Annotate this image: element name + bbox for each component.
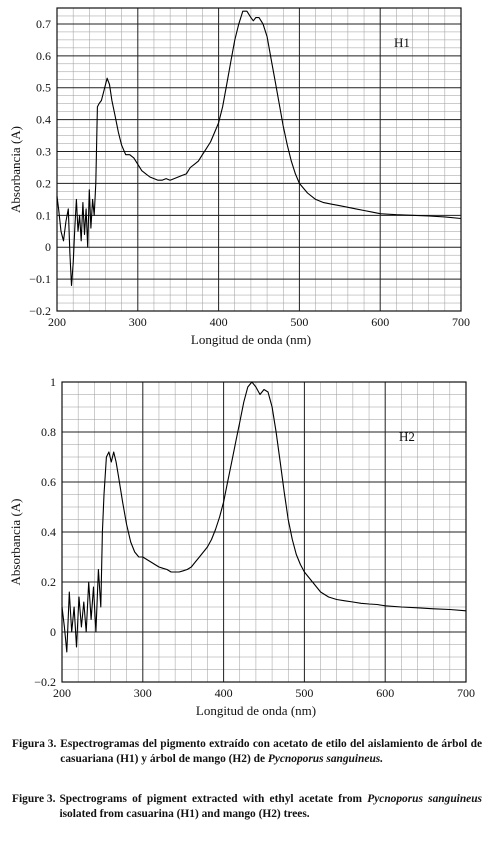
plot-frame [61,381,467,683]
x-tick-label: 200 [53,686,71,700]
y-tick-label: 0.4 [41,525,56,539]
y-tick-label: −0.1 [29,272,51,286]
grid-minor [56,7,462,312]
y-tick-label: 0.4 [36,113,51,127]
plot-frame [56,7,462,312]
chart-h1: 200 300 400 500 600 700 −0.2 −0.1 0 0.1 0.2 0.3 0.4 0… [8,7,470,347]
y-tick-label: 0.2 [36,176,51,190]
x-axis-label: Longitud de onda (nm) [196,703,316,718]
series-line [61,381,467,653]
y-tick-label: 0.6 [41,475,56,489]
y-tick-label: 0 [45,240,51,254]
x-tick-label: 700 [452,315,470,329]
caption-english-species: Pycnoporus sanguineus [367,793,482,805]
chart-h2: 200 300 400 500 600 700 −0.2 0 0.2 0.4 0.6 0.8 1 Long… [8,375,475,718]
caption-spanish-lead: Figura 3. [12,738,57,750]
y-tick-label: 0.2 [41,575,56,589]
y-tick-label: −0.2 [34,675,56,689]
y-tick-label: 1 [50,375,56,389]
caption-spanish-text: Espectrogramas del pigmento extraído con… [60,738,482,765]
x-tick-label: 300 [129,315,147,329]
caption-english-lead: Figure 3. [12,793,56,805]
panel-label: H2 [399,429,415,444]
y-tick-label: 0 [50,625,56,639]
panel-label: H1 [394,35,410,50]
caption-english-text-2: isolated from casuarina (H1) and mango (… [59,808,310,820]
x-tick-label: 200 [48,315,66,329]
x-tick-label: 400 [210,315,228,329]
caption-english: Figure 3. Spectrograms of pigment extrac… [12,792,482,822]
y-axis-label: Absorbancia (A) [8,126,23,213]
caption-spanish-species: Pycnoporus sanguineus. [267,753,384,765]
y-tick-label: 0.8 [41,425,56,439]
caption-english-text-1: Spectrograms of pigment extracted with e… [59,793,368,805]
x-tick-label: 300 [134,686,152,700]
caption-spanish-body: Espectrogramas del pigmento extraído con… [60,737,482,767]
grid-major [61,381,467,683]
caption-spanish: Figura 3. Espectrogramas del pigmento ex… [12,737,482,767]
x-tick-label: 600 [371,315,389,329]
x-axis-label: Longitud de onda (nm) [191,332,311,347]
x-tick-label: 700 [457,686,475,700]
y-tick-label: 0.7 [36,17,51,31]
series-line [56,10,462,287]
x-tick-label: 500 [290,315,308,329]
y-tick-label: 0.6 [36,49,51,63]
x-tick-label: 400 [215,686,233,700]
y-axis-label: Absorbancia (A) [8,499,23,586]
caption-english-body: Spectrograms of pigment extracted with e… [59,792,482,822]
x-tick-label: 500 [295,686,313,700]
y-tick-label: −0.2 [29,304,51,318]
y-tick-label: 0.1 [36,208,51,222]
y-tick-label: 0.3 [36,145,51,159]
x-tick-label: 600 [376,686,394,700]
y-tick-label: 0.5 [36,81,51,95]
